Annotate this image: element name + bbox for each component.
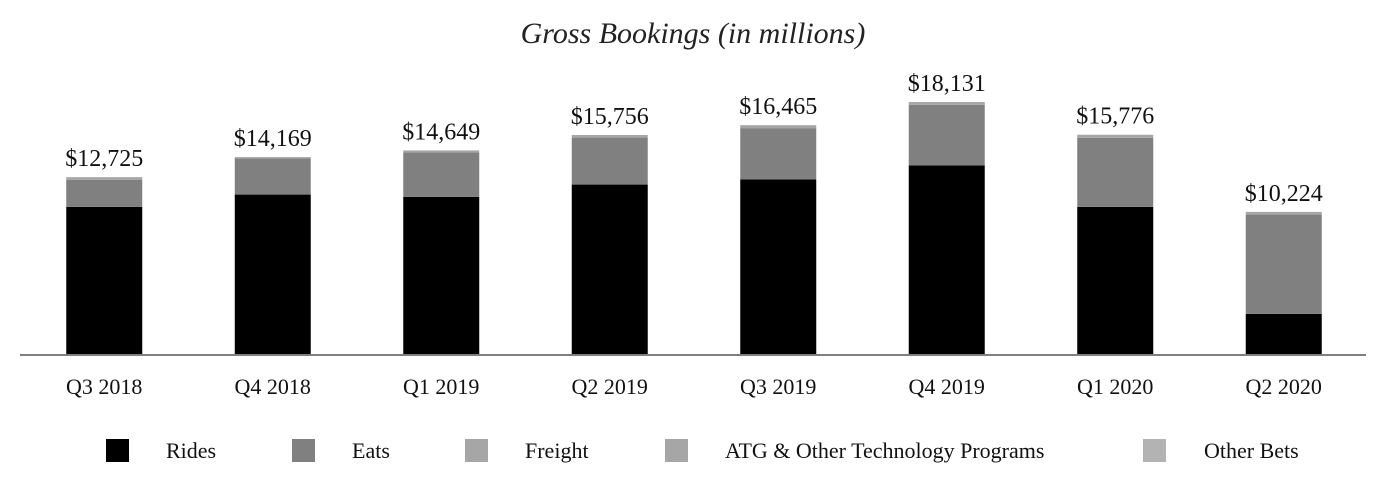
bar-segment-freight-q3-2018 [66, 177, 143, 180]
data-label-q1-2020: $15,776 [1076, 104, 1154, 130]
bar-segment-rides-q3-2018 [66, 206, 143, 354]
x-tick-label-q3-2018: Q3 2018 [66, 374, 142, 399]
legend-label-freight: Freight [525, 438, 589, 463]
chart-title: Gross Bookings (in millions) [521, 17, 866, 50]
data-label-q2-2019: $15,756 [571, 104, 649, 130]
bar-segment-eats-q3-2018 [66, 179, 143, 207]
bar-segment-freight-q1-2019 [403, 150, 480, 153]
legend-swatch-atg-other-technology-programs [665, 439, 688, 462]
x-tick-label-q4-2019: Q4 2019 [909, 374, 985, 399]
legend-label-atg-other-technology-programs: ATG & Other Technology Programs [725, 438, 1044, 463]
bar-segment-freight-q3-2019 [740, 125, 817, 129]
bar-segment-eats-q2-2020 [1245, 214, 1322, 314]
data-label-q3-2018: $12,725 [65, 146, 143, 172]
bar-segment-eats-q1-2020 [1077, 137, 1154, 207]
legend-label-eats: Eats [352, 438, 390, 463]
bar-segment-freight-q1-2020 [1077, 134, 1154, 138]
x-tick-label-q3-2019: Q3 2019 [740, 374, 816, 399]
legend-label-rides: Rides [166, 438, 216, 463]
data-label-q4-2018: $14,169 [234, 126, 312, 152]
legend-swatch-rides [106, 439, 129, 462]
bar-segment-eats-q1-2019 [403, 152, 480, 197]
x-tick-label-q1-2019: Q1 2019 [403, 374, 479, 399]
bar-segment-freight-q2-2020 [1245, 211, 1322, 215]
x-tick-label-q2-2019: Q2 2019 [572, 374, 648, 399]
bar-segment-rides-q1-2020 [1077, 206, 1154, 354]
bar-segment-rides-q2-2020 [1245, 313, 1322, 354]
data-label-q1-2019: $14,649 [402, 119, 480, 145]
legend-swatch-freight [465, 439, 488, 462]
x-tick-label-q2-2020: Q2 2020 [1246, 374, 1322, 399]
data-label-q2-2020: $10,224 [1245, 181, 1323, 207]
x-tick-label-q4-2018: Q4 2018 [235, 374, 311, 399]
data-label-q4-2019: $18,131 [908, 71, 986, 97]
legend-label-other-bets: Other Bets [1204, 438, 1299, 463]
data-labels-layer: $12,725 $14,169 $14,649 $15,756 $16,465 $18,1… [65, 71, 1323, 207]
bar-segment-eats-q4-2019 [908, 104, 985, 166]
x-tick-label-q1-2020: Q1 2020 [1077, 374, 1153, 399]
bar-segment-eats-q2-2019 [571, 137, 648, 185]
bar-segment-rides-q2-2019 [571, 184, 648, 354]
bar-segment-freight-q2-2019 [571, 135, 648, 138]
data-label-q3-2019: $16,465 [739, 94, 817, 120]
bar-segment-rides-q3-2019 [740, 179, 817, 354]
bar-segment-rides-q4-2018 [234, 194, 311, 354]
bar-segment-freight-q4-2019 [908, 102, 985, 105]
bar-segment-rides-q4-2019 [908, 165, 985, 354]
bars-layer [66, 102, 1322, 354]
legend-swatch-eats [292, 439, 315, 462]
bar-segment-rides-q1-2019 [403, 196, 480, 354]
x-axis-ticks: Q3 2018 Q4 2018 Q1 2019 Q2 2019 Q3 2019 Q4 20… [66, 374, 1322, 399]
bar-segment-freight-q4-2018 [234, 157, 311, 159]
legend-swatch-other-bets [1143, 439, 1166, 462]
legend: Rides Eats Freight ATG & Other Technology P… [106, 438, 1299, 463]
bar-segment-eats-q3-2019 [740, 128, 817, 180]
bar-segment-eats-q4-2018 [234, 158, 311, 195]
